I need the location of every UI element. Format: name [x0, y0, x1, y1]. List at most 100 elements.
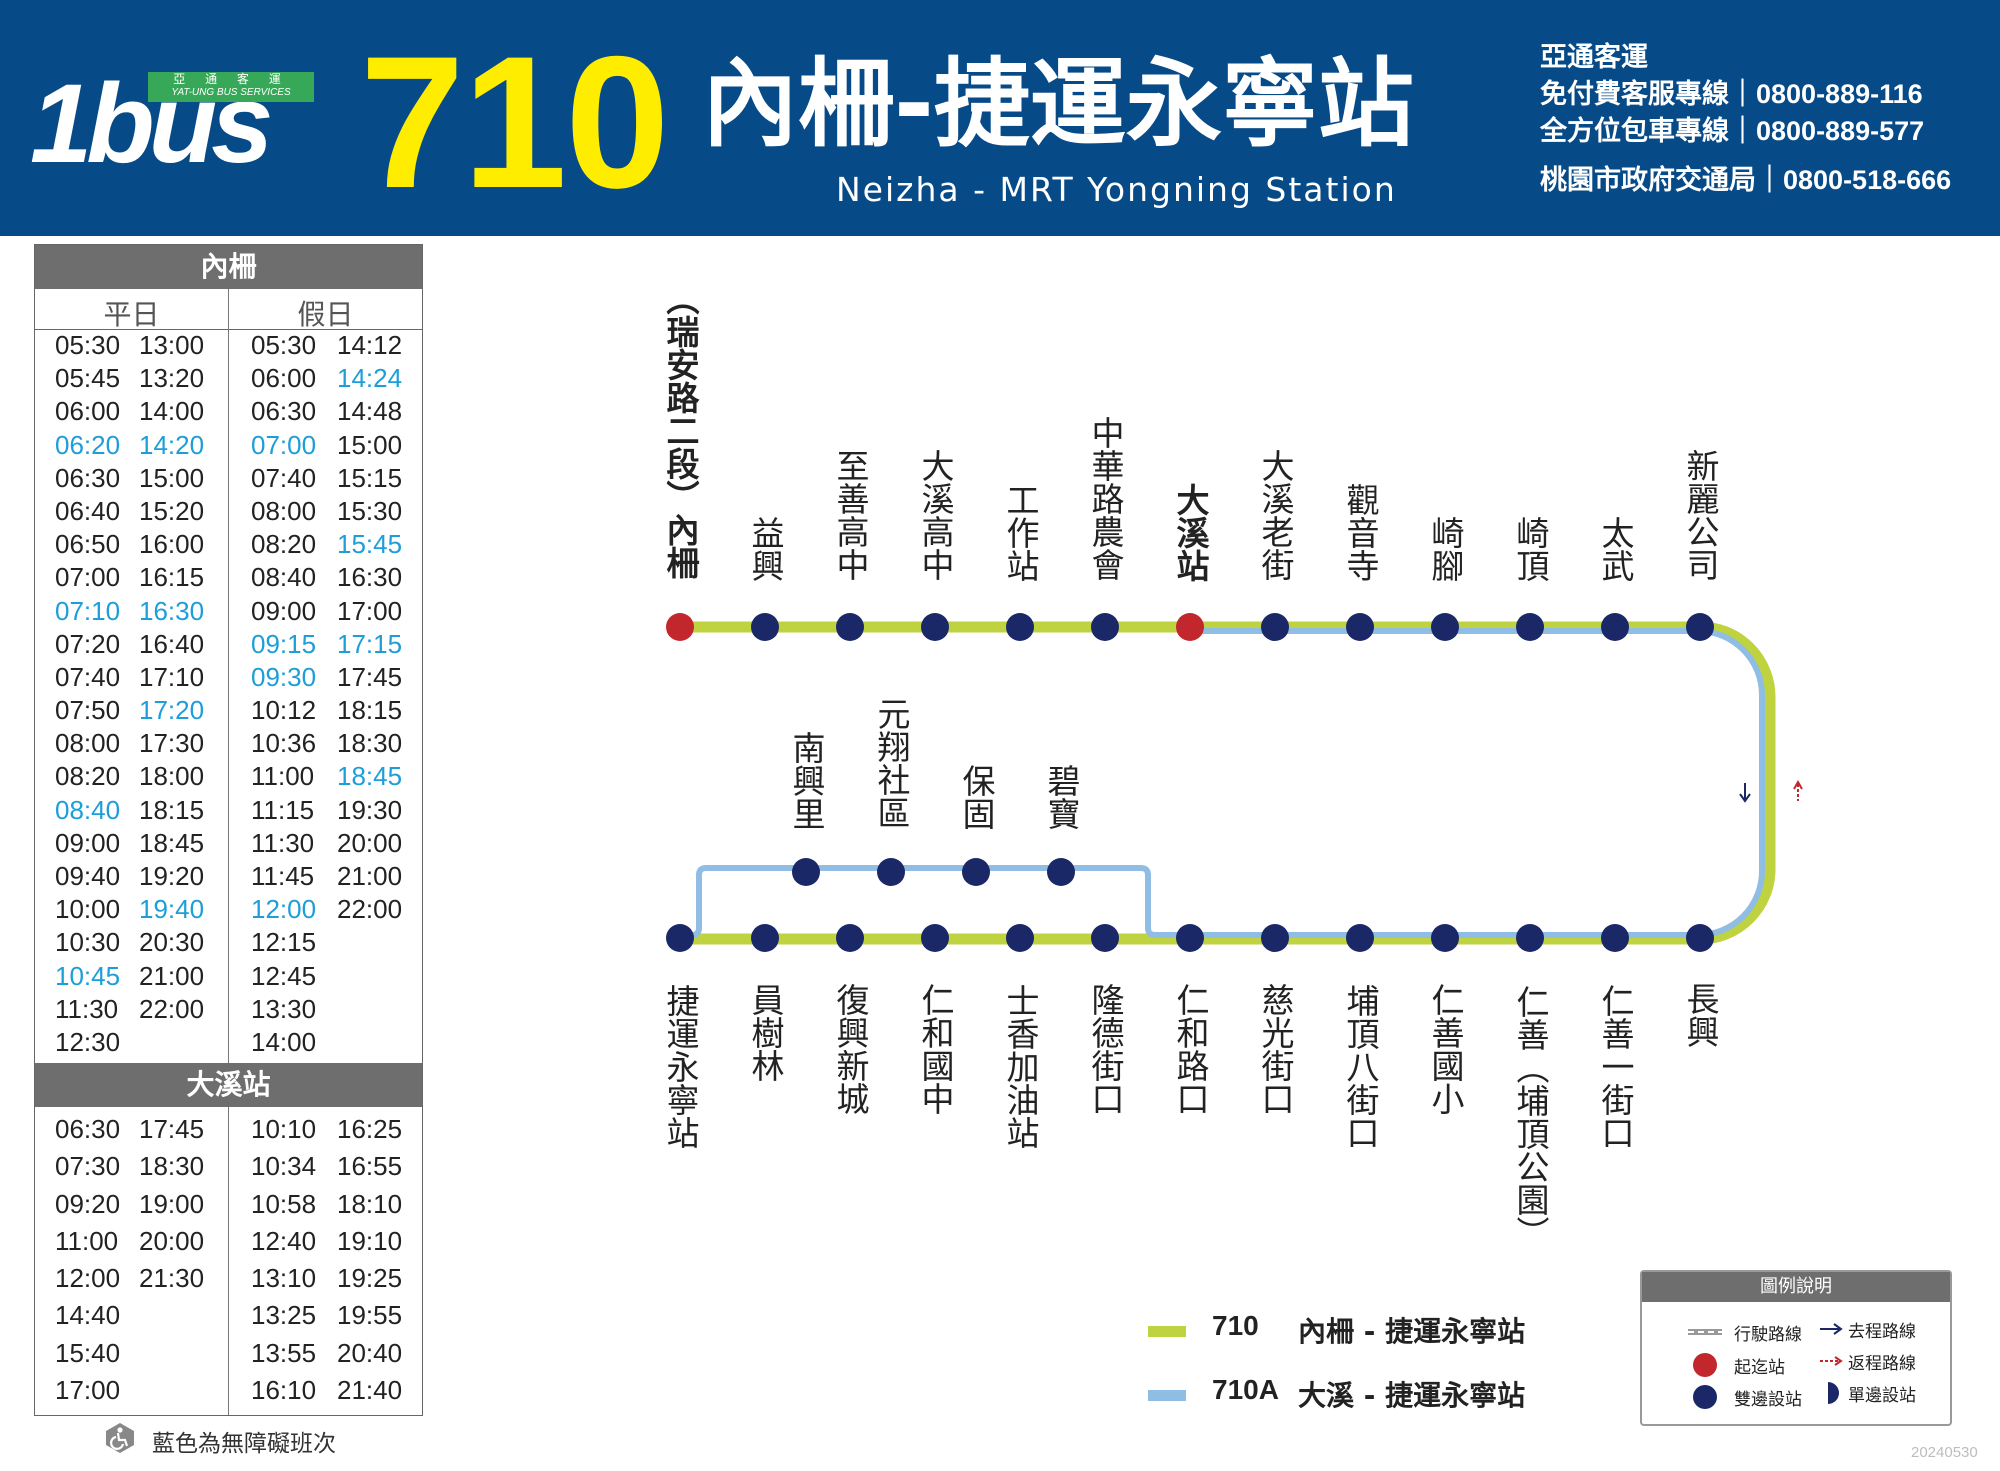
departure-time: 15:15 — [337, 462, 403, 493]
accessible-note-text: 藍色為無障礙班次 — [152, 1431, 336, 1457]
stop-label: 益興 — [746, 516, 785, 582]
outbound-arrow-icon — [1820, 1323, 1843, 1335]
symbol-legend: 圖例說明 行駛路線 去程路線 起迄站 返程路線 雙邊設站 單邊設站 — [1640, 1270, 1952, 1426]
stop-label: 仁善國小 — [1426, 983, 1465, 1115]
departure-time: 14:00 — [251, 1026, 317, 1057]
weekday-times-col2: 17:45 18:30 19:00 20:00 21:30 — [139, 1111, 204, 1297]
stop-dot — [1516, 613, 1544, 641]
departure-time: 07:50 — [55, 695, 121, 726]
departure-time: 11:00 — [55, 1225, 119, 1256]
departure-time: 10:45 — [55, 960, 121, 991]
stop-dot — [1346, 613, 1374, 641]
weekday-times-col1: 06:30 07:30 09:20 11:00 12:00 14:40 15:40 17:00 — [55, 1111, 120, 1409]
stop-dot — [1346, 924, 1374, 952]
departure-time: 09:20 — [55, 1188, 121, 1219]
departure-time: 10:30 — [55, 927, 121, 958]
stop-label: 大溪高中 — [916, 449, 955, 581]
route-code: 710 — [1212, 1310, 1259, 1341]
departure-time: 16:30 — [337, 562, 403, 593]
route-name: 大溪 - 捷運永寧站 — [1298, 1379, 1526, 1412]
departure-time: 13:30 — [251, 993, 317, 1024]
departure-time: 13:10 — [251, 1263, 317, 1294]
stop-dot — [962, 858, 990, 886]
departure-time: 11:45 — [251, 861, 315, 891]
stop-dot — [1686, 613, 1714, 641]
logo-tag-en: YAT-UNG BUS SERVICES — [171, 87, 291, 98]
departure-time: 16:10 — [251, 1375, 317, 1406]
departure-time: 20:30 — [139, 927, 205, 958]
departure-time: 21:00 — [337, 861, 403, 891]
departure-time: 07:00 — [251, 429, 317, 460]
departure-time: 17:15 — [337, 628, 403, 659]
departure-time: 06:40 — [55, 495, 121, 526]
departure-time: 11:00 — [251, 761, 315, 792]
departure-time: 15:40 — [55, 1337, 121, 1368]
stop-label: 慈光街口 — [1256, 983, 1295, 1115]
contact-number[interactable]: 0800-889-116 — [1756, 79, 1923, 109]
stop-label: 仁和國中 — [916, 983, 955, 1115]
route-code: 710A — [1212, 1374, 1279, 1405]
stop-dot — [1006, 924, 1034, 952]
stop-dot — [1091, 613, 1119, 641]
company-name: 亞通客運 — [1540, 42, 1648, 73]
departure-time: 17:45 — [139, 1114, 205, 1144]
departure-time: 16:25 — [337, 1114, 403, 1144]
route-name-en: Neizha - MRT Yongning Station — [836, 170, 1397, 209]
contact-row: 桃園市政府交通局｜0800-518-666 — [1540, 162, 1951, 199]
stop-dot — [1601, 924, 1629, 952]
stop-dot — [921, 924, 949, 952]
terminal-icon — [1693, 1353, 1717, 1377]
departure-time: 18:15 — [139, 794, 205, 825]
departure-time: 16:40 — [139, 628, 205, 659]
departure-time: 09:00 — [55, 827, 121, 858]
stop-dot — [877, 858, 905, 886]
route-710a-swatch — [1148, 1390, 1186, 1401]
departure-time: 15:30 — [337, 495, 403, 526]
departure-time: 19:00 — [139, 1188, 205, 1219]
departure-time: 17:45 — [337, 661, 403, 692]
departure-time: 17:30 — [139, 728, 205, 759]
departure-time: 14:40 — [55, 1300, 121, 1331]
departure-time: 05:30 — [251, 330, 317, 360]
departure-time: 08:40 — [251, 562, 317, 593]
departure-time: 06:30 — [251, 396, 317, 427]
stop-dot — [1176, 924, 1204, 952]
weekday-times-col1: 05:30 05:45 06:00 06:20 06:30 06:40 06:50 07:00… — [55, 329, 120, 1059]
departure-time: 17:00 — [337, 595, 403, 626]
departure-time: 14:48 — [337, 396, 403, 427]
departure-time: 17:20 — [139, 695, 205, 726]
stop-dots — [666, 613, 1714, 952]
departure-time: 21:00 — [139, 960, 205, 991]
logo-tag-zh: 亞 通 客 運 — [173, 72, 289, 86]
departure-time: 16:55 — [337, 1151, 403, 1182]
departure-time: 05:45 — [55, 363, 121, 394]
departure-time: 18:45 — [337, 761, 403, 792]
route-710-line — [680, 621, 1776, 945]
departure-time: 18:45 — [139, 827, 205, 858]
stop-label: 大溪老街 — [1256, 449, 1295, 581]
departure-time: 11:30 — [251, 827, 315, 858]
holiday-times-col1: 10:10 10:34 10:58 12:40 13:10 13:25 13:55 16:10 — [251, 1111, 316, 1409]
date-code: 20240530 — [1911, 1444, 1978, 1461]
holiday-times-col2: 14:12 14:24 14:48 15:00 15:15 15:30 15:45 16:30… — [337, 329, 402, 926]
stop-dot — [1686, 924, 1714, 952]
departure-time: 06:00 — [55, 396, 121, 427]
stop-label: 觀音寺 — [1341, 482, 1380, 582]
route-map: （瑞安路二段）內柵 益興 至善高中 大溪高中 工作站 中華路農會 大溪站 大溪老街 觀音寺 崎腳崎… — [0, 236, 2000, 1471]
departure-time: 15:45 — [337, 529, 403, 560]
departure-time: 12:40 — [251, 1225, 317, 1256]
departure-time: 19:25 — [337, 1263, 403, 1294]
departure-time: 06:20 — [55, 429, 121, 460]
stop-dot — [1091, 924, 1119, 952]
departure-time: 12:00 — [251, 894, 317, 925]
departure-time: 10:10 — [251, 1114, 317, 1144]
contact-number[interactable]: 0800-518-666 — [1783, 165, 1952, 195]
departure-time: 13:20 — [139, 363, 205, 394]
departure-time: 19:30 — [337, 794, 403, 825]
departure-time: 08:00 — [251, 495, 317, 526]
legend-terminal: 起迄站 — [1734, 1358, 1785, 1378]
contact-row: 全方位包車專線｜0800-889-577 — [1540, 113, 1951, 150]
stop-dot — [792, 858, 820, 886]
departure-time: 19:40 — [139, 894, 205, 925]
contact-number[interactable]: 0800-889-577 — [1756, 116, 1925, 146]
